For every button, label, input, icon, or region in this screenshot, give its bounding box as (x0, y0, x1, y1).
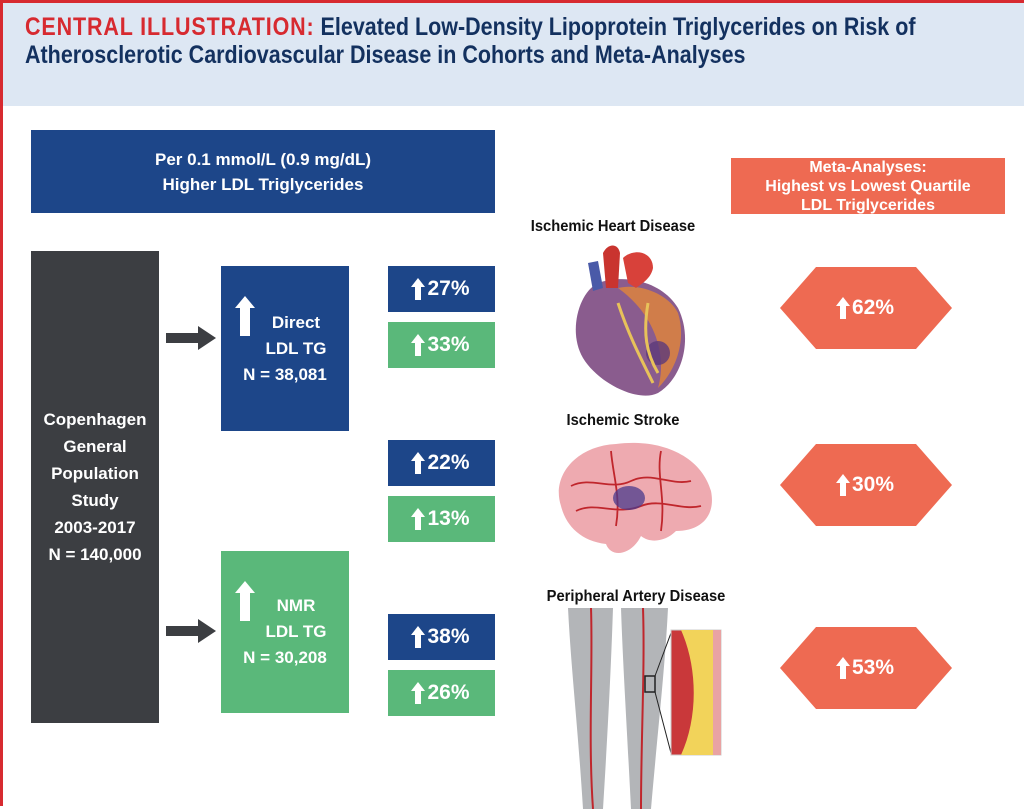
result-value: 38% (427, 625, 470, 648)
header-band: CENTRAL ILLUSTRATION: Elevated Low-Densi… (3, 3, 1024, 106)
title-label: CENTRAL ILLUSTRATION: (25, 13, 315, 41)
heart-illustration (575, 245, 686, 396)
direct-ldl-tg-box: Direct LDL TG N = 38,081 (221, 266, 349, 431)
result-value: 22% (427, 451, 470, 474)
stroke-nmr-result: 13% (388, 496, 495, 542)
meta-stroke-diamond: 30% (780, 444, 952, 526)
nmr-ldl-tg-box: NMR LDL TG N = 30,208 (221, 551, 349, 713)
up-arrow-icon (411, 334, 426, 356)
direct-n: N = 38,081 (243, 364, 327, 384)
pad-direct-result: 38% (388, 614, 495, 660)
brain-illustration (558, 442, 712, 554)
page-title: CENTRAL ILLUSTRATION: Elevated Low-Densi… (25, 13, 1014, 69)
direct-line1: Direct (271, 312, 321, 332)
legs-illustration (568, 608, 722, 809)
title-text: Elevated Low-Density Lipoprotein Triglyc… (25, 13, 916, 69)
arrow-right-icon (166, 326, 216, 350)
arrow-right-icon (166, 619, 216, 643)
cohort-line: Copenhagen (43, 410, 147, 429)
cohort-line: Population (51, 464, 139, 483)
up-arrow-icon (835, 297, 850, 319)
cohort-box: Copenhagen General Population Study 2003… (31, 251, 159, 723)
up-arrow-icon (235, 581, 255, 621)
meta-line2: Highest vs Lowest Quartile (765, 177, 971, 195)
meta-ihd-diamond: 62% (780, 267, 952, 349)
up-arrow-icon (411, 626, 426, 648)
nmr-n: N = 30,208 (243, 648, 327, 667)
result-value: 27% (427, 277, 470, 300)
up-arrow-icon (235, 296, 255, 336)
result-value: 33% (427, 333, 470, 356)
disease-label-ihd: Ischemic Heart Disease (530, 218, 696, 235)
disease-label-pad: Peripheral Artery Disease (546, 588, 726, 605)
meta-value: 62% (851, 296, 895, 319)
per-unit-line1: Per 0.1 mmol/L (0.9 mg/dL) (154, 149, 372, 169)
nmr-line2: LDL TG (265, 622, 327, 641)
up-arrow-icon (411, 508, 426, 530)
cohort-line: 2003-2017 (54, 518, 136, 537)
result-value: 26% (427, 681, 470, 704)
meta-value: 53% (851, 656, 895, 679)
up-arrow-icon (411, 452, 426, 474)
meta-line1: Meta-Analyses: (809, 158, 927, 176)
meta-pad-diamond: 53% (780, 627, 952, 709)
ihd-nmr-result: 33% (388, 322, 495, 368)
cohort-line: Study (71, 491, 119, 510)
cohort-line: General (63, 437, 127, 456)
direct-line2: LDL TG (265, 338, 327, 358)
up-arrow-icon (835, 474, 850, 496)
meta-analyses-header: Meta-Analyses: Highest vs Lowest Quartil… (731, 158, 1005, 214)
up-arrow-icon (411, 278, 426, 300)
meta-line3: LDL Triglycerides (801, 196, 935, 214)
pad-nmr-result: 26% (388, 670, 495, 716)
per-unit-line2: Higher LDL Triglycerides (162, 174, 364, 194)
nmr-line1: NMR (276, 596, 316, 615)
per-unit-header: Per 0.1 mmol/L (0.9 mg/dL) Higher LDL Tr… (31, 130, 495, 213)
result-value: 13% (427, 507, 470, 530)
ihd-direct-result: 27% (388, 266, 495, 312)
cohort-line: N = 140,000 (48, 545, 142, 564)
up-arrow-icon (411, 682, 426, 704)
disease-label-stroke: Ischemic Stroke (566, 412, 680, 429)
meta-value: 30% (851, 473, 895, 496)
stroke-direct-result: 22% (388, 440, 495, 486)
up-arrow-icon (835, 657, 850, 679)
